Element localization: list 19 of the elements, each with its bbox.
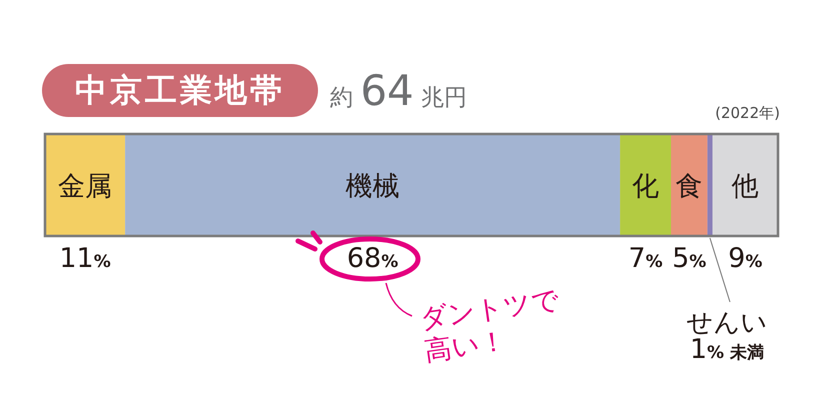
data-label: 11% [59,243,111,274]
data-label: 68% [346,243,398,274]
series-label: 機械 [346,171,400,202]
bar [707,134,712,236]
chart-title: 中京工業地帯 [75,70,285,110]
data-label: 7% [628,243,663,274]
bar [671,134,708,236]
text: ダントツで高い！ [418,284,562,368]
text: (2022年) [715,104,780,123]
data-label: 5% [672,243,706,274]
chart-subtitle: 約 64 兆円 [330,66,468,115]
series-label: 金属 [58,171,112,202]
bar [712,134,778,236]
bar [125,134,620,236]
series-label: 食 [676,171,703,202]
bar [620,134,671,236]
series-label: 他 [732,171,759,202]
series-label: 化 [632,171,660,202]
data-label: 9% [728,243,762,274]
